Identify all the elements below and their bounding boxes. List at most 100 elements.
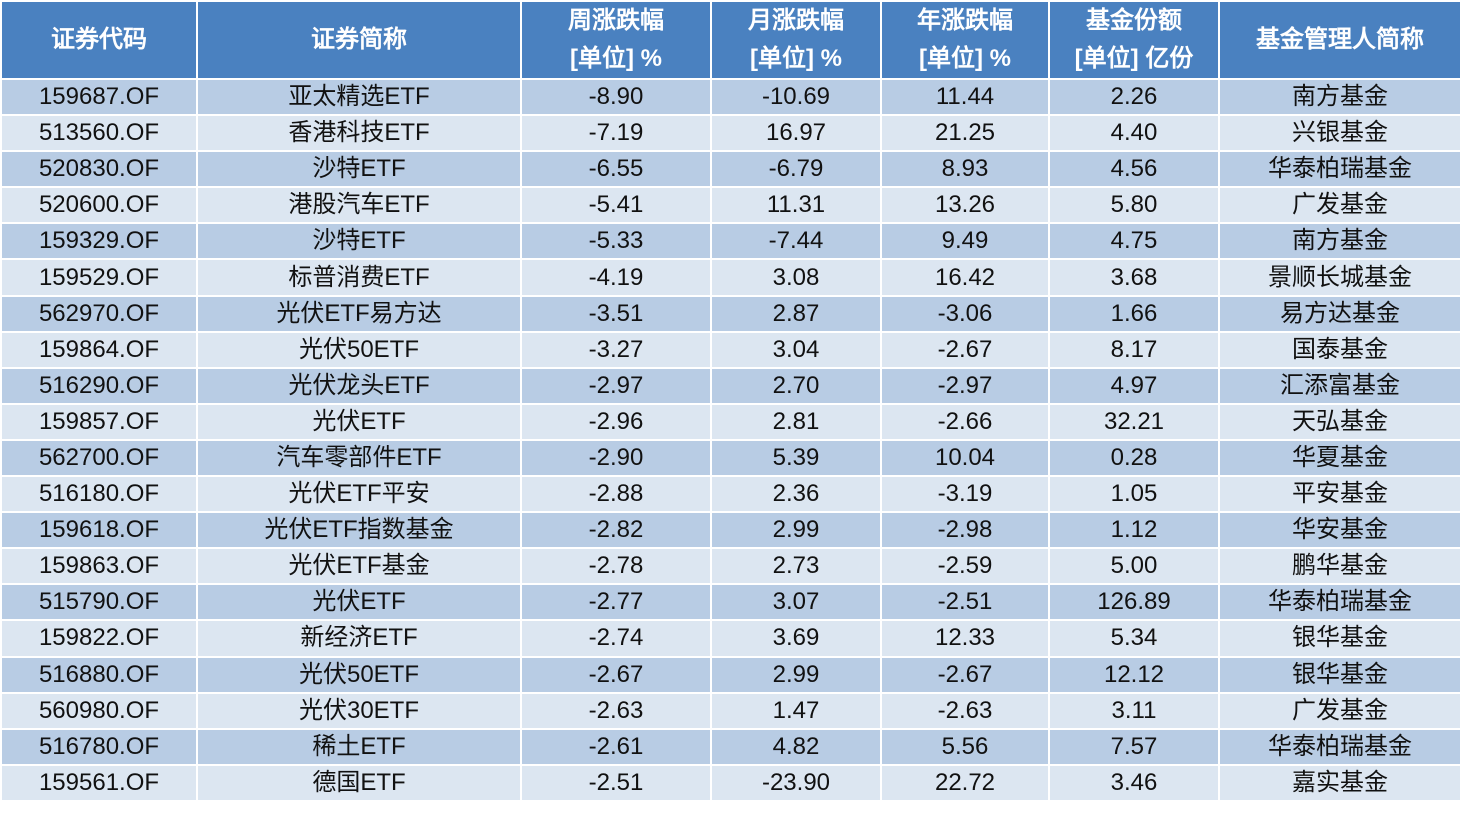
table-cell: 华泰柏瑞基金	[1218, 583, 1460, 622]
table-cell: 516880.OF	[0, 655, 198, 694]
table-body: 159687.OF 亚太精选ETF -8.90 -10.69 11.44 2.26 南方基金…	[0, 77, 1460, 802]
table-cell: 11.31	[710, 186, 882, 225]
table-cell: -3.06	[880, 294, 1050, 333]
table-cell: 光伏ETF平安	[196, 475, 522, 514]
table-cell: 景顺长城基金	[1218, 258, 1460, 297]
table-cell: 2.99	[710, 511, 882, 550]
table-cell: 光伏30ETF	[196, 691, 522, 730]
table-cell: 华泰柏瑞基金	[1218, 150, 1460, 189]
table-cell: 5.80	[1048, 186, 1220, 225]
table-cell: 159863.OF	[0, 547, 198, 586]
header-text: [单位] %	[919, 45, 1011, 72]
table-cell: -2.78	[520, 547, 712, 586]
table-cell: -3.19	[880, 475, 1050, 514]
header-text: [单位] %	[750, 45, 842, 72]
table-cell: 稀土ETF	[196, 727, 522, 766]
header-row: 证券代码 证券简称 周涨跌幅 [单位] % 月涨跌幅 [单位] % 年涨跌幅 [单位] % 基金…	[0, 0, 1460, 80]
table-cell: -2.66	[880, 402, 1050, 441]
table-cell: 562700.OF	[0, 438, 198, 478]
table-row: 562970.OF 光伏ETF易方达 -3.51 2.87 -3.06 1.66 易方达基金	[0, 294, 1460, 333]
table-cell: -2.59	[880, 547, 1050, 586]
table-cell: 516780.OF	[0, 727, 198, 766]
table-cell: 11.44	[880, 77, 1050, 117]
table-cell: 光伏ETF基金	[196, 547, 522, 586]
table-cell: -2.97	[520, 366, 712, 405]
table-cell: 520830.OF	[0, 150, 198, 189]
header-text: 证券代码	[51, 26, 147, 53]
table-cell: -2.61	[520, 727, 712, 766]
table-cell: -8.90	[520, 77, 712, 117]
table-header: 证券代码 证券简称 周涨跌幅 [单位] % 月涨跌幅 [单位] % 年涨跌幅 [单位] % 基金…	[0, 0, 1460, 80]
table-cell: 3.68	[1048, 258, 1220, 297]
table-cell: -4.19	[520, 258, 712, 297]
table-cell: 光伏ETF	[196, 583, 522, 622]
header-text: [单位] %	[570, 45, 662, 72]
table-cell: 9.49	[880, 222, 1050, 261]
header-cell: 年涨跌幅 [单位] %	[880, 0, 1050, 80]
header-cell: 基金管理人简称	[1218, 0, 1460, 80]
table-cell: -2.98	[880, 511, 1050, 550]
table-cell: 4.40	[1048, 114, 1220, 153]
table-cell: 126.89	[1048, 583, 1220, 622]
header-cell: 证券代码	[0, 0, 198, 80]
header-text: 基金份额	[1086, 7, 1182, 34]
table-cell: 3.07	[710, 583, 882, 622]
table-cell: 8.17	[1048, 330, 1220, 369]
table-cell: 4.75	[1048, 222, 1220, 261]
table-cell: 159864.OF	[0, 330, 198, 369]
table-row: 159618.OF 光伏ETF指数基金 -2.82 2.99 -2.98 1.12 华安基金	[0, 511, 1460, 550]
table-cell: 159618.OF	[0, 511, 198, 550]
table-cell: 1.05	[1048, 475, 1220, 514]
table-row: 520830.OF 沙特ETF -6.55 -6.79 8.93 4.56 华泰柏瑞基金	[0, 150, 1460, 189]
table-cell: 2.73	[710, 547, 882, 586]
table-cell: 0.28	[1048, 438, 1220, 478]
table-cell: -2.88	[520, 475, 712, 514]
table-row: 560980.OF 光伏30ETF -2.63 1.47 -2.63 3.11 广发基金	[0, 691, 1460, 730]
table-cell: 2.99	[710, 655, 882, 694]
table-row: 159329.OF 沙特ETF -5.33 -7.44 9.49 4.75 南方基金	[0, 222, 1460, 261]
table-cell: 4.82	[710, 727, 882, 766]
table-cell: 159561.OF	[0, 763, 198, 802]
table-cell: -7.44	[710, 222, 882, 261]
table-cell: 光伏50ETF	[196, 330, 522, 369]
table-cell: 4.56	[1048, 150, 1220, 189]
table-cell: 2.26	[1048, 77, 1220, 117]
table-cell: -2.67	[880, 330, 1050, 369]
table-cell: -6.55	[520, 150, 712, 189]
table-cell: -7.19	[520, 114, 712, 153]
table-cell: -23.90	[710, 763, 882, 802]
table-cell: 1.66	[1048, 294, 1220, 333]
table-cell: 2.36	[710, 475, 882, 514]
table-cell: 12.12	[1048, 655, 1220, 694]
table-cell: -3.51	[520, 294, 712, 333]
header-text: 月涨跌幅	[748, 7, 844, 34]
table-cell: 3.11	[1048, 691, 1220, 730]
table-cell: 华泰柏瑞基金	[1218, 727, 1460, 766]
table-row: 515790.OF 光伏ETF -2.77 3.07 -2.51 126.89 华泰柏瑞基金	[0, 583, 1460, 622]
table-cell: 5.34	[1048, 619, 1220, 658]
table-cell: -2.96	[520, 402, 712, 441]
table-cell: 兴银基金	[1218, 114, 1460, 153]
table-cell: -2.51	[520, 763, 712, 802]
table-cell: 银华基金	[1218, 619, 1460, 658]
table-row: 159864.OF 光伏50ETF -3.27 3.04 -2.67 8.17 国泰基金	[0, 330, 1460, 369]
table-cell: -2.74	[520, 619, 712, 658]
table-cell: 2.81	[710, 402, 882, 441]
table-cell: 32.21	[1048, 402, 1220, 441]
table-cell: 标普消费ETF	[196, 258, 522, 297]
header-text: 年涨跌幅	[917, 7, 1013, 34]
table-cell: 南方基金	[1218, 77, 1460, 117]
table-cell: 21.25	[880, 114, 1050, 153]
table-cell: 光伏50ETF	[196, 655, 522, 694]
table-cell: -2.63	[520, 691, 712, 730]
table-cell: 3.04	[710, 330, 882, 369]
table-cell: 国泰基金	[1218, 330, 1460, 369]
table-cell: 港股汽车ETF	[196, 186, 522, 225]
table-cell: -2.97	[880, 366, 1050, 405]
table-row: 159863.OF 光伏ETF基金 -2.78 2.73 -2.59 5.00 鹏华基金	[0, 547, 1460, 586]
table-cell: 16.42	[880, 258, 1050, 297]
table-cell: 7.57	[1048, 727, 1220, 766]
table-cell: -2.82	[520, 511, 712, 550]
table-cell: 银华基金	[1218, 655, 1460, 694]
table-row: 520600.OF 港股汽车ETF -5.41 11.31 13.26 5.80 广发基金	[0, 186, 1460, 225]
